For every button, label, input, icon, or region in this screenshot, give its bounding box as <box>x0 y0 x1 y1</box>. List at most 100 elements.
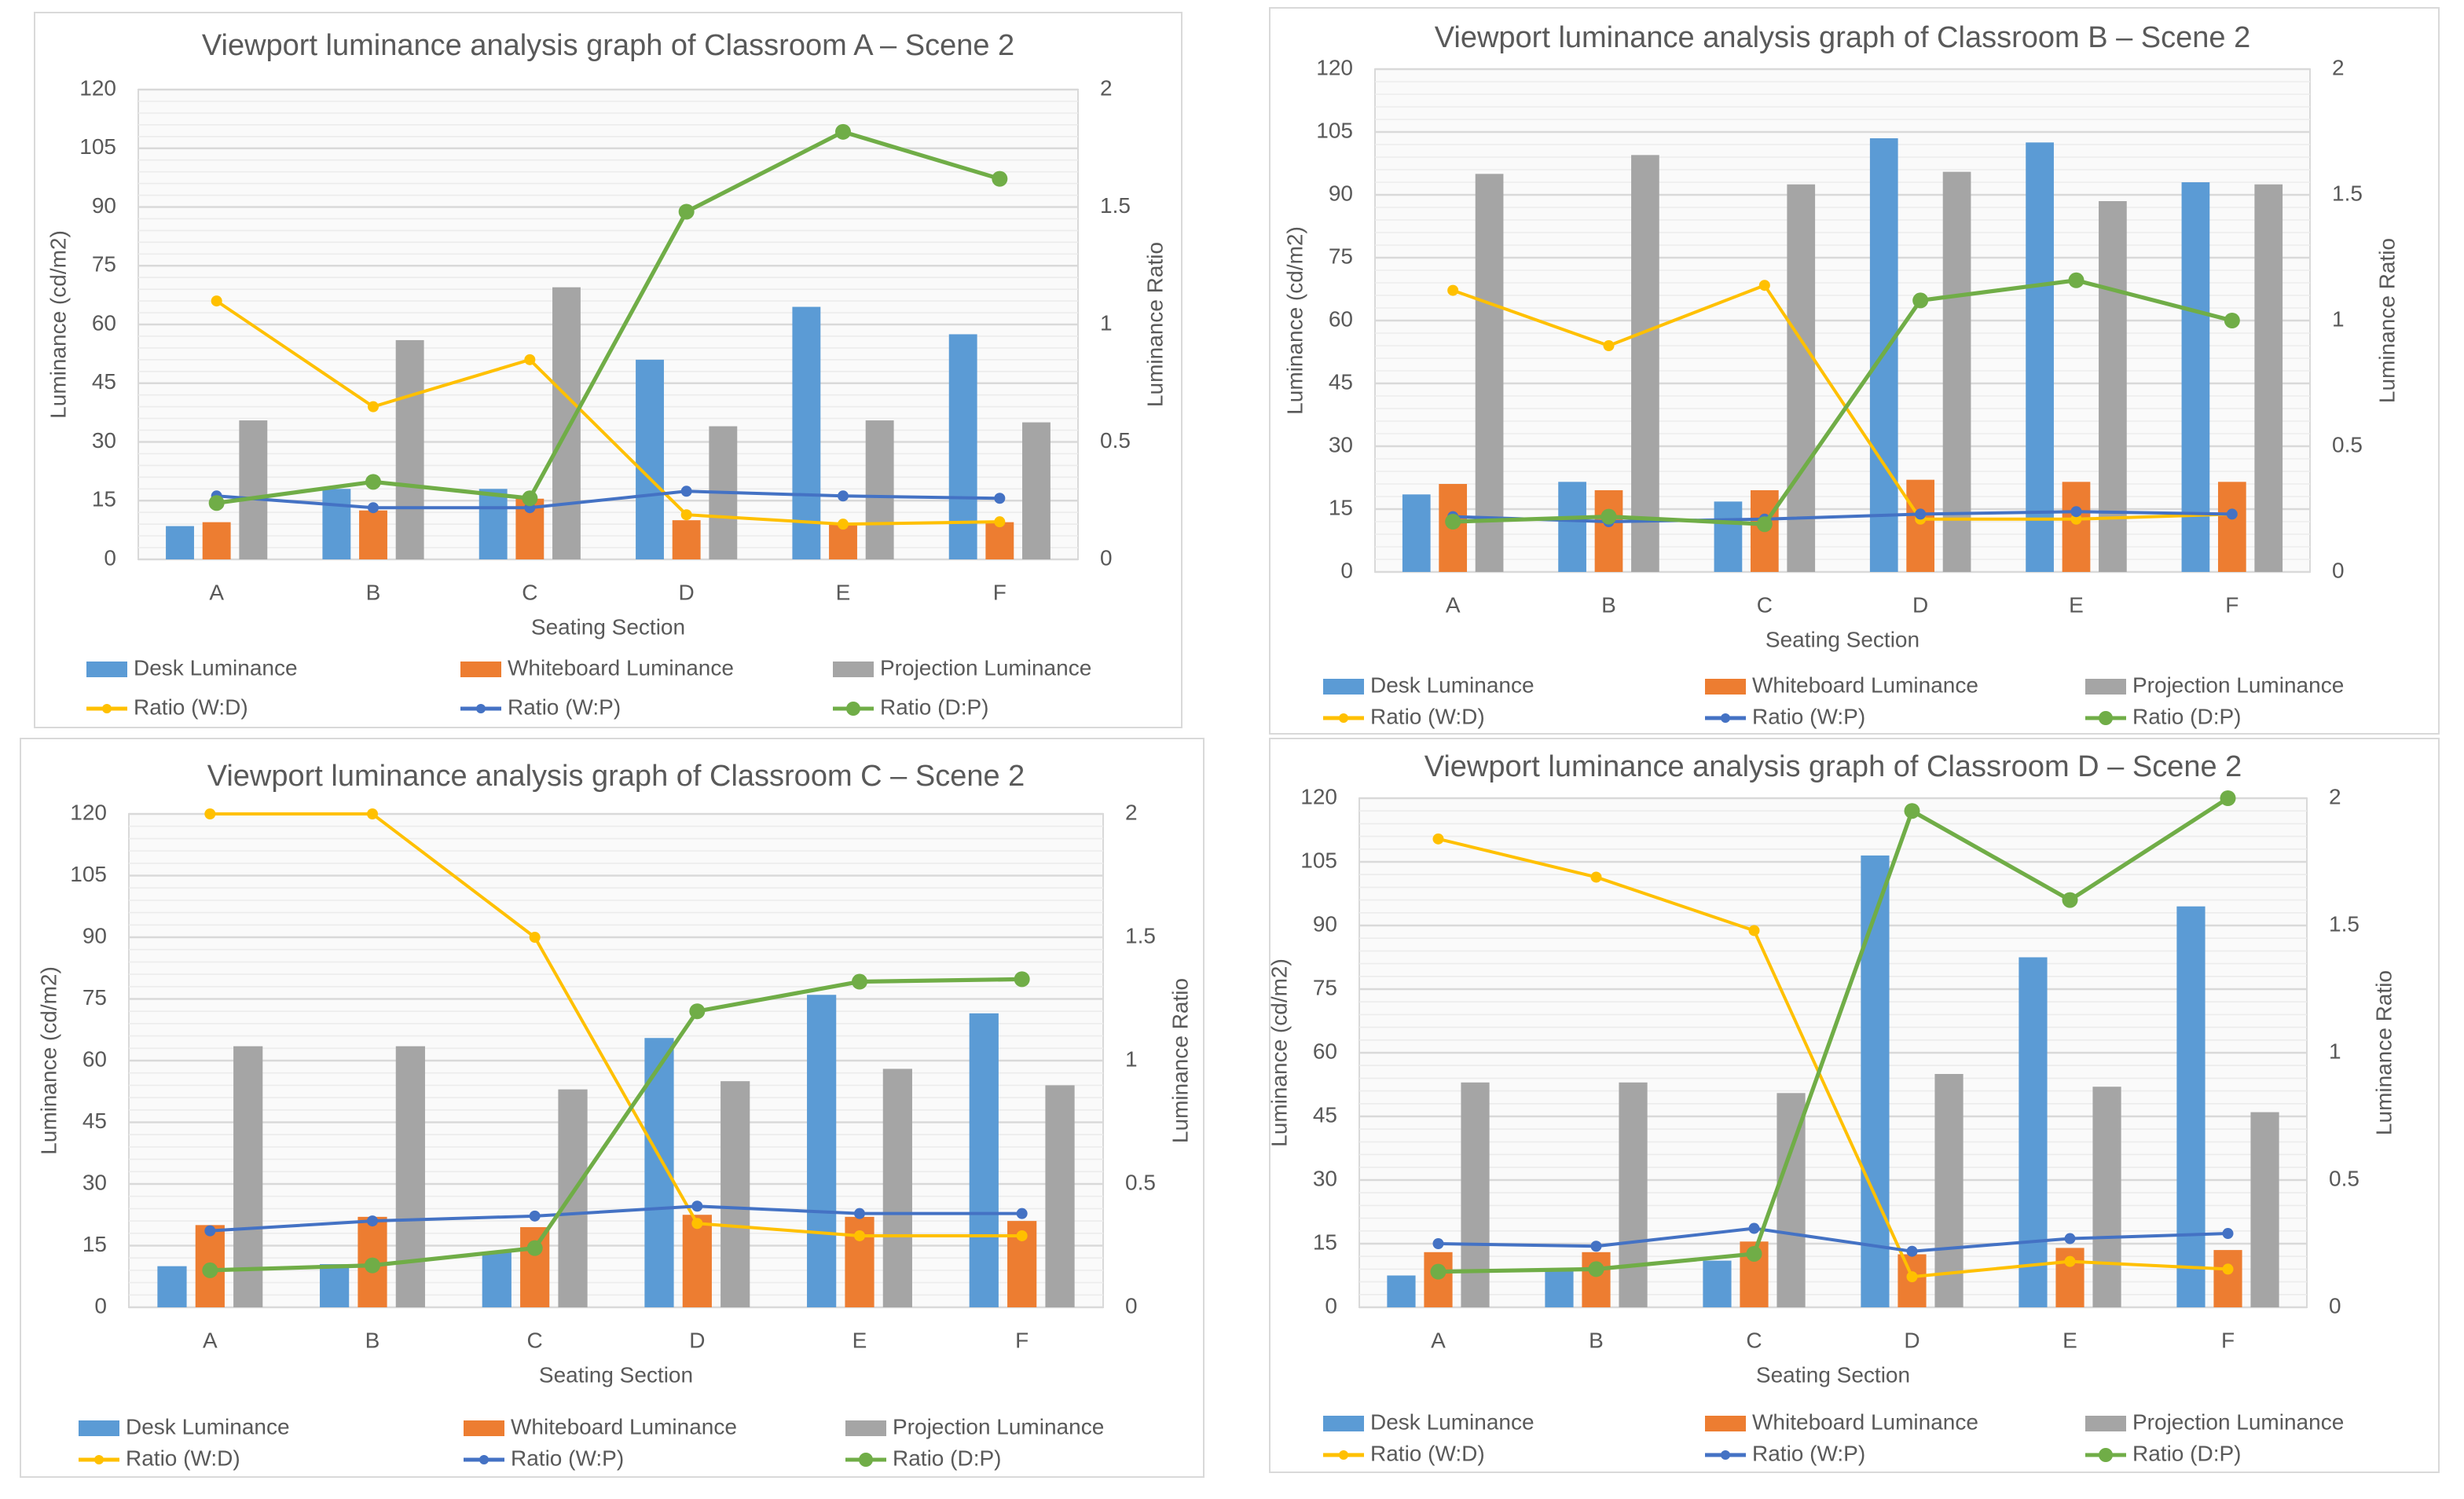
legend-label: Ratio (W:D) <box>134 695 248 719</box>
line-point <box>522 490 538 507</box>
y-axis-title: Luminance (cd/m2) <box>1267 958 1291 1147</box>
bar-desk-luminance <box>1387 1275 1416 1307</box>
bar-projection-luminance <box>1619 1082 1648 1307</box>
line-series <box>1438 837 2228 1279</box>
chart-title: Viewport luminance analysis graph of Cla… <box>1424 750 2242 783</box>
x-tick-label: A <box>1431 1328 1446 1352</box>
legend-swatch <box>1323 679 1364 695</box>
y-tick-label: 45 <box>1313 1102 1337 1127</box>
bar-whiteboard-luminance <box>359 510 387 559</box>
line-point <box>2224 313 2240 328</box>
line-point <box>367 808 378 819</box>
y-axis-title: Luminance (cd/m2) <box>1282 226 1307 415</box>
bar-projection-luminance <box>239 420 268 559</box>
line-point <box>1758 280 1770 291</box>
x-tick-label: B <box>1601 592 1616 617</box>
line-point <box>1430 1263 1446 1280</box>
line-point <box>2070 513 2082 525</box>
line-point <box>202 1262 218 1278</box>
legend-label: Ratio (W:D) <box>126 1446 240 1470</box>
bar-whiteboard-luminance <box>2062 482 2091 572</box>
bar-projection-luminance <box>2250 1112 2279 1307</box>
legend-label: Ratio (D:P) <box>2132 1441 2241 1465</box>
bar-projection-luminance <box>1787 184 1816 572</box>
line-series <box>215 299 1000 526</box>
bar-projection-luminance <box>865 420 894 559</box>
x-tick-label: A <box>203 1328 218 1352</box>
line-point <box>680 509 692 521</box>
x-tick-label: C <box>527 1328 543 1352</box>
legend-label: Ratio (W:D) <box>1370 1441 1485 1465</box>
bar-desk-luminance <box>807 995 837 1307</box>
x-tick-label: A <box>209 580 224 604</box>
line-point <box>1915 508 1927 520</box>
bar-desk-luminance <box>166 526 194 559</box>
y-axis-title: Luminance (cd/m2) <box>46 230 70 419</box>
bar-desk-luminance <box>948 334 977 559</box>
line-point <box>368 502 379 514</box>
line-point <box>2226 508 2238 520</box>
x-axis-title: Seating Section <box>1756 1362 1910 1387</box>
line-point <box>529 1210 541 1222</box>
line-point <box>1906 1245 1918 1257</box>
legend-label: Whiteboard Luminance <box>511 1414 737 1439</box>
line-point <box>854 1208 865 1219</box>
bar-projection-luminance <box>2099 201 2127 572</box>
legend-swatch <box>833 662 874 677</box>
x-tick-label: D <box>1904 1328 1920 1352</box>
line-point <box>1590 1241 1602 1252</box>
bar-whiteboard-luminance <box>1582 1252 1611 1307</box>
x-tick-label: D <box>679 580 695 604</box>
bar-desk-luminance <box>1861 855 1890 1307</box>
y2-tick-label: 0 <box>2332 558 2345 582</box>
y-tick-label: 60 <box>82 1046 107 1071</box>
legend-label: Ratio (W:D) <box>1370 704 1485 728</box>
line-point <box>1600 508 1617 525</box>
bar-projection-luminance <box>882 1068 912 1307</box>
line-point <box>2068 272 2084 288</box>
legend-label: Whiteboard Luminance <box>1752 1409 1978 1434</box>
bar-desk-luminance <box>969 1013 999 1307</box>
bar-projection-luminance <box>395 1046 425 1307</box>
legend-label: Ratio (W:P) <box>508 695 621 719</box>
y-tick-label: 30 <box>82 1170 107 1194</box>
line-point <box>1590 871 1602 883</box>
y2-axis-title: Luminance Ratio <box>1168 978 1192 1143</box>
line-point <box>1748 925 1760 936</box>
line-point <box>526 1240 543 1256</box>
bar-whiteboard-luminance <box>1906 479 1935 572</box>
line-point <box>1445 514 1461 530</box>
bar-desk-luminance <box>322 489 351 559</box>
y2-tick-label: 2 <box>1125 800 1138 824</box>
line-point <box>1016 1230 1028 1241</box>
x-tick-label: F <box>2221 1328 2235 1352</box>
x-tick-label: C <box>1757 592 1773 617</box>
legend-swatch <box>2085 679 2126 695</box>
bar-whiteboard-luminance <box>672 520 701 559</box>
legend-marker <box>1339 1450 1348 1460</box>
legend-label: Ratio (D:P) <box>2132 704 2241 728</box>
y2-tick-label: 0.5 <box>2329 1166 2360 1190</box>
y2-axis-title: Luminance Ratio <box>2374 238 2399 403</box>
line-point <box>1447 284 1459 296</box>
legend-label: Projection Luminance <box>2132 673 2344 697</box>
line-point <box>680 486 692 497</box>
legend-swatch <box>845 1420 886 1436</box>
bar-projection-luminance <box>1022 422 1050 559</box>
y-tick-label: 105 <box>1300 848 1337 872</box>
legend-label: Projection Luminance <box>2132 1409 2344 1434</box>
y-tick-label: 30 <box>1329 432 1353 456</box>
x-tick-label: E <box>2069 592 2084 617</box>
legend-label: Desk Luminance <box>126 1414 290 1439</box>
y2-tick-label: 1.5 <box>2329 911 2360 936</box>
legend-marker <box>2099 1448 2113 1462</box>
legend-swatch <box>2085 1416 2126 1431</box>
y2-tick-label: 1.5 <box>1100 193 1131 218</box>
y-tick-label: 75 <box>1329 244 1353 268</box>
line-series <box>216 130 1001 505</box>
x-axis-title: Seating Section <box>1766 627 1920 651</box>
bar-whiteboard-luminance <box>682 1215 712 1307</box>
legend-marker <box>846 702 860 716</box>
line-point <box>678 203 695 220</box>
y-tick-label: 75 <box>92 252 116 277</box>
